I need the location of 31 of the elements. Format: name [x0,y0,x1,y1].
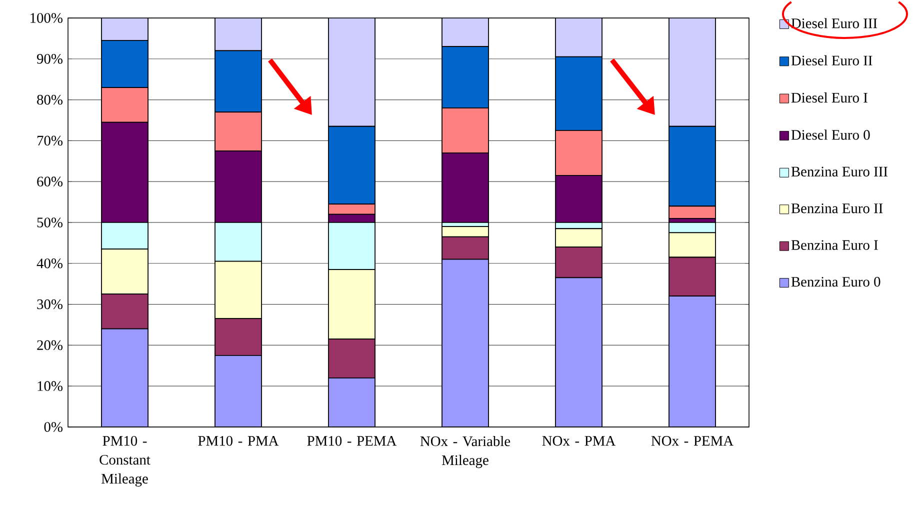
y-tick-label: 80% [37,94,63,105]
bar [442,258,489,427]
y-tick-label: 100% [30,13,63,23]
y-tick-label: 40% [36,258,63,268]
y-tick-label: 90% [36,54,63,64]
bar [214,354,262,427]
y-tick-label: 50% [37,218,63,228]
bar [668,296,716,427]
legend-label: Benzina Euro III [791,166,888,176]
x-tick-label: PM10 - Constant Mileage [100,436,150,487]
legend-label: Diesel Euro II [791,55,872,66]
x-tick-label: NOx - PEMA [651,436,734,446]
legend-label: Benzina Euro I [791,240,878,250]
y-tick-label: 20% [37,340,63,350]
legend-label: Diesel Euro III [791,18,878,28]
legend-label: Diesel Euro 0 [791,130,870,140]
y-tick-label: 60% [37,176,63,186]
y-tick-label: 70% [37,136,63,146]
bar [555,277,602,427]
x-tick-label: PM10 - PEMA [307,436,397,446]
x-tick-label: NOx - PMA [542,436,616,446]
legend-label: Benzina Euro 0 [791,276,880,287]
legend-label: Diesel Euro I [791,92,868,103]
x-tick-label: PM10 - PMA [198,436,279,446]
legend-label: Benzina Euro II [791,204,883,214]
y-tick-label: 30% [37,299,63,310]
y-tick-label: 0% [44,422,63,432]
x-tick-label: NOx - Variable Mileage [420,436,510,468]
bar [328,377,376,427]
bar [101,328,148,427]
y-tick-label: 10% [38,381,63,391]
